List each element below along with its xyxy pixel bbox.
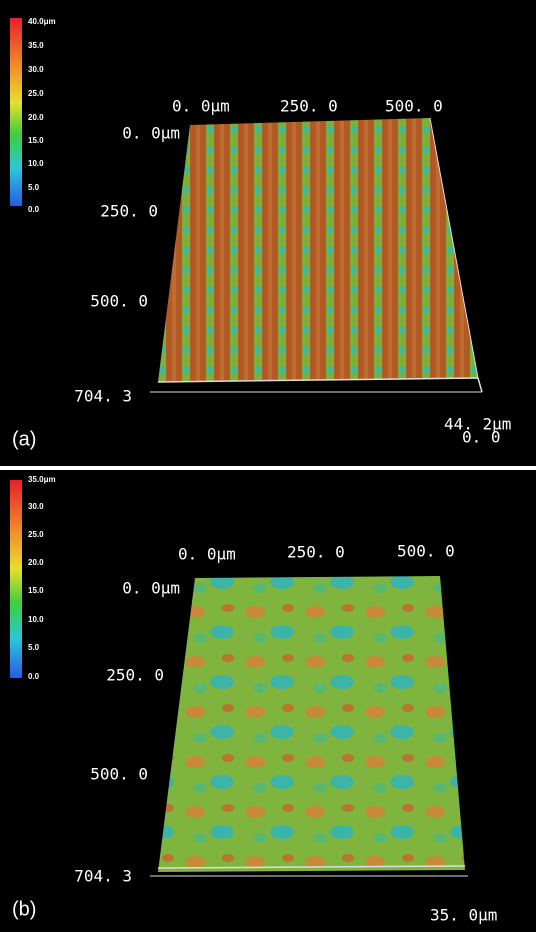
colorbar <box>10 18 22 206</box>
axis-label: 0. 0μm <box>178 545 236 564</box>
colorbar-label: 30.0 <box>28 502 44 511</box>
axis-label: 704. 3 <box>74 867 132 886</box>
colorbar-label: 10.0 <box>28 615 44 624</box>
axis-label: 0. 0μm <box>122 124 180 143</box>
colorbar-label: 35.0μm <box>28 475 56 484</box>
surface <box>158 576 465 872</box>
colorbar <box>10 480 22 678</box>
colorbar-label: 40.0μm <box>28 17 56 26</box>
colorbar-label: 15.0 <box>28 136 44 145</box>
axis-label: 44. 2μm <box>444 415 511 434</box>
axis-label: 250. 0 <box>287 543 345 562</box>
colorbar-label: 15.0 <box>28 586 44 595</box>
surface <box>158 118 478 382</box>
colorbar-label: 35.0 <box>28 41 44 50</box>
axis-label: 250. 0 <box>100 202 158 221</box>
axis-line <box>157 865 466 869</box>
panel-label: (a) <box>12 428 36 450</box>
axis-label: 250. 0 <box>280 97 338 116</box>
axis-line <box>429 117 479 379</box>
colorbar-label: 20.0 <box>28 113 44 122</box>
colorbar-label: 20.0 <box>28 558 44 567</box>
colorbar-label: 0.0 <box>28 672 40 681</box>
colorbar-label: 0.0 <box>28 205 40 214</box>
axis-label: 0. 0μm <box>122 579 180 598</box>
axis-label: 500. 0 <box>90 292 148 311</box>
axis-label: 0. 0μm <box>172 97 230 116</box>
colorbar-label: 5.0 <box>28 183 40 192</box>
colorbar-label: 25.0 <box>28 530 44 539</box>
axis-label: 0. 0 <box>462 428 501 447</box>
colorbar-label: 30.0 <box>28 65 44 74</box>
axis-label: 250. 0 <box>106 666 164 685</box>
axis-label: 500. 0 <box>397 542 455 561</box>
axis-label: 704. 3 <box>74 387 132 406</box>
colorbar-label: 25.0 <box>28 89 44 98</box>
axis-label: 500. 0 <box>90 765 148 784</box>
axis-label: 500. 0 <box>385 97 443 116</box>
colorbar-label: 5.0 <box>28 643 40 652</box>
colorbar-label: 10.0 <box>28 159 44 168</box>
axis-label: 35. 0μm <box>430 906 497 925</box>
panel-label: (b) <box>12 898 36 920</box>
